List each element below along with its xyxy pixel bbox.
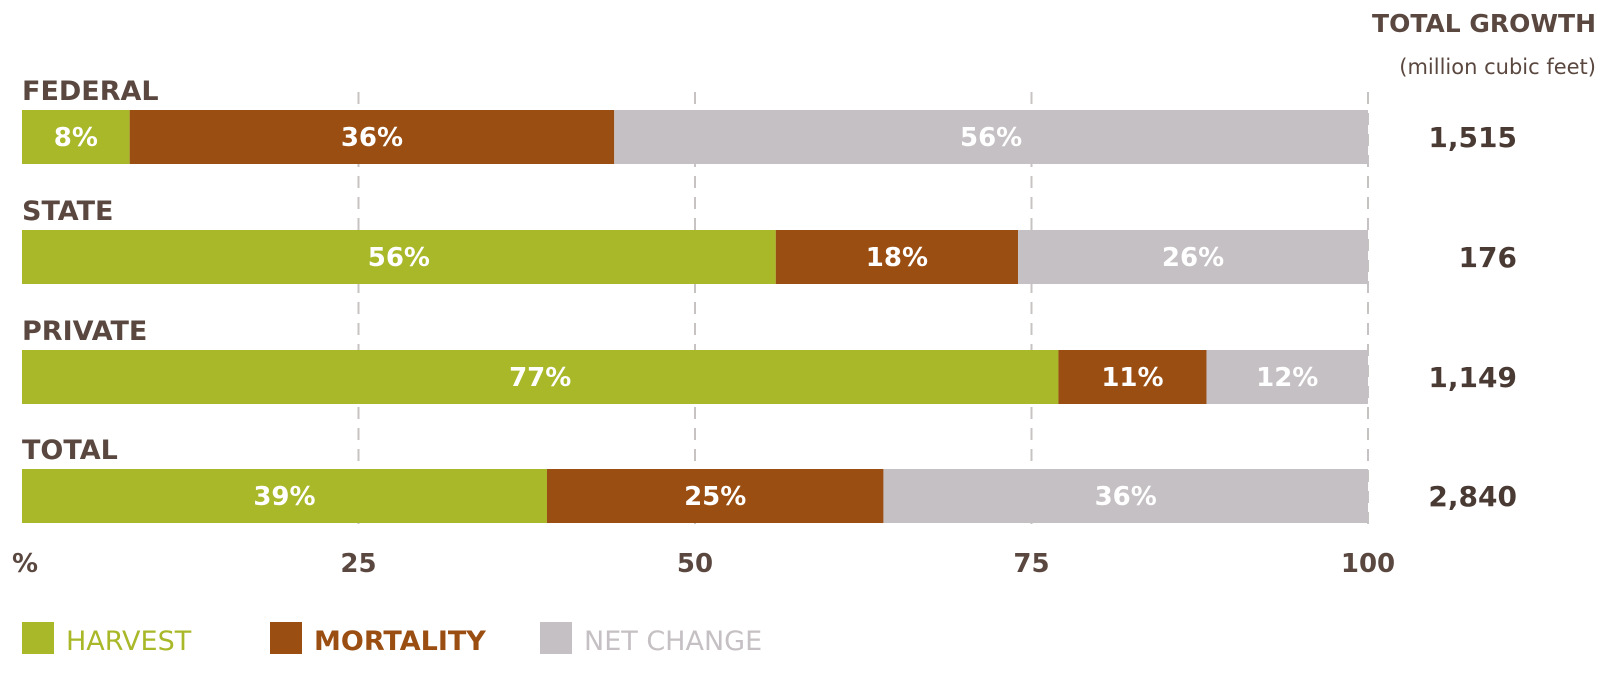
data-label-total-mortality: 25%: [684, 482, 746, 512]
category-label-private: PRIVATE: [22, 316, 147, 347]
grid-lines: [357, 92, 1369, 532]
total-growth-unit: (million cubic feet): [1399, 55, 1596, 79]
legend-label-net-change: NET CHANGE: [584, 626, 762, 657]
total-growth-value-state: 176: [1459, 241, 1517, 274]
data-label-federal-harvest: 8%: [54, 123, 98, 153]
bar-segment-federal-net-change: [614, 110, 1368, 164]
data-label-total-net-change: 36%: [1095, 482, 1157, 512]
legend: HARVEST MORTALITY NET CHANGE: [22, 622, 762, 657]
legend-label-harvest: HARVEST: [66, 626, 192, 657]
bar-segment-total-mortality: [546, 469, 884, 523]
bar-segment-private-mortality: [1058, 350, 1207, 404]
bar-segment-total-net-change: [883, 469, 1368, 523]
bar-segment-federal-harvest: [22, 110, 130, 164]
bar-segment-private-harvest: [22, 350, 1059, 404]
data-label-federal-net-change: 56%: [960, 123, 1022, 153]
data-label-private-harvest: 77%: [509, 363, 571, 393]
category-labels: FEDERAL STATE PRIVATE TOTAL: [22, 76, 159, 466]
total-growth-value-federal: 1,515: [1428, 121, 1517, 154]
x-tick-label-75: 75: [1013, 549, 1049, 579]
x-tick-label-100: 100: [1341, 549, 1395, 579]
x-tick-label-0: %: [12, 549, 38, 579]
bar-segment-total-harvest: [22, 469, 547, 523]
data-label-state-mortality: 18%: [866, 243, 928, 273]
x-tick-label-50: 50: [677, 549, 713, 579]
total-growth-title: TOTAL GROWTH: [1372, 9, 1596, 38]
legend-label-mortality: MORTALITY: [314, 626, 486, 657]
bar-segment-state-mortality: [775, 230, 1019, 284]
data-label-private-net-change: 12%: [1256, 363, 1318, 393]
x-tick-label-25: 25: [340, 549, 376, 579]
data-label-private-mortality: 11%: [1101, 363, 1163, 393]
bar-segment-federal-mortality: [129, 110, 615, 164]
legend-swatch-harvest: [22, 622, 54, 654]
data-label-federal-mortality: 36%: [341, 123, 403, 153]
bar-segment-private-net-change: [1206, 350, 1368, 404]
legend-swatch-mortality: [270, 622, 302, 654]
category-label-total: TOTAL: [22, 435, 118, 466]
category-label-state: STATE: [22, 196, 113, 227]
category-label-federal: FEDERAL: [22, 76, 159, 107]
bar-segment-state-harvest: [22, 230, 776, 284]
bars: 8% 36% 56% 56% 18% 26% 77% 11% 12% 39% 25% 36%: [22, 110, 1368, 523]
total-growth-value-private: 1,149: [1428, 361, 1517, 394]
total-growth-value-total: 2,840: [1428, 480, 1517, 513]
bar-segment-state-net-change: [1018, 230, 1368, 284]
data-label-state-net-change: 26%: [1162, 243, 1224, 273]
legend-swatch-net-change: [540, 622, 572, 654]
total-growth-column: TOTAL GROWTH (million cubic feet) 1,515 1…: [1372, 9, 1596, 513]
data-label-total-harvest: 39%: [253, 482, 315, 512]
x-axis-ticks: % 25 50 75 100: [12, 549, 1395, 579]
data-label-state-harvest: 56%: [368, 243, 430, 273]
